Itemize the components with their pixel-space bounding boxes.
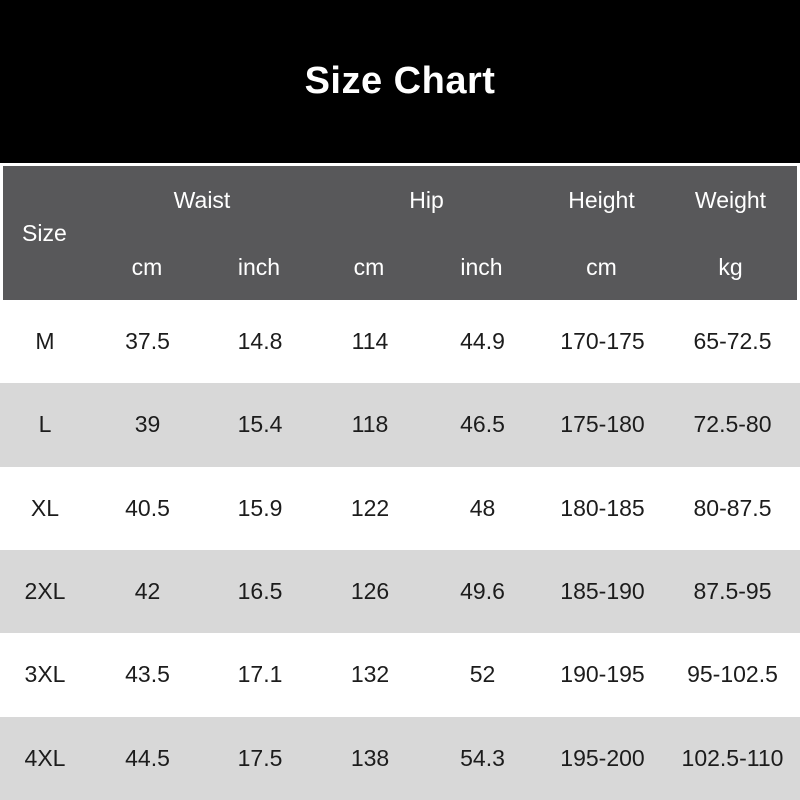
hip-inch: 54.3 xyxy=(460,744,505,771)
column-header-size: Size xyxy=(22,219,67,246)
height-cm: 180-185 xyxy=(560,494,645,521)
unit-weight-kg: kg xyxy=(718,253,743,280)
title-banner: Size Chart xyxy=(0,0,800,163)
hip-inch: 49.6 xyxy=(460,578,505,605)
table-row-l: L 39 15.4 118 46.5 175-180 72.5-80 xyxy=(0,383,800,467)
column-group-height: Height xyxy=(568,186,635,213)
unit-waist-inch: inch xyxy=(237,253,281,280)
hip-cm: 138 xyxy=(350,744,390,771)
table-row-3xl: 3XL 43.5 17.1 132 52 190-195 95-102.5 xyxy=(0,633,800,717)
waist-inch: 15.4 xyxy=(237,411,283,438)
hip-inch: 48 xyxy=(469,494,496,521)
hip-cm: 114 xyxy=(351,328,389,355)
unit-waist-cm: cm xyxy=(131,253,163,280)
table-body: M 37.5 14.8 114 44.9 170-175 65-72.5 L 3… xyxy=(0,300,800,800)
weight-kg: 87.5-95 xyxy=(693,578,772,605)
size-cell: 3XL xyxy=(24,661,66,688)
waist-inch: 16.5 xyxy=(237,578,283,605)
height-cm: 170-175 xyxy=(560,328,645,355)
hip-cm: 126 xyxy=(350,578,390,605)
weight-kg: 95-102.5 xyxy=(687,661,778,688)
waist-cm: 44.5 xyxy=(125,744,170,771)
waist-cm: 37.5 xyxy=(125,328,170,355)
size-cell: M xyxy=(35,328,55,355)
waist-cm: 43.5 xyxy=(125,661,170,688)
waist-cm: 42 xyxy=(134,578,161,605)
hip-cm: 118 xyxy=(351,411,389,438)
waist-inch: 14.8 xyxy=(237,328,283,355)
height-cm: 175-180 xyxy=(560,411,645,438)
weight-kg: 102.5-110 xyxy=(681,744,784,771)
table-row-2xl: 2XL 42 16.5 126 49.6 185-190 87.5-95 xyxy=(0,549,800,634)
hip-inch: 46.5 xyxy=(460,411,505,438)
size-cell: 2XL xyxy=(24,578,66,605)
table-row-4xl: 4XL 44.5 17.5 138 54.3 195-200 102.5-110 xyxy=(0,716,800,800)
column-group-waist: Waist xyxy=(173,186,231,213)
size-cell: XL xyxy=(30,494,60,521)
height-cm: 195-200 xyxy=(560,744,645,771)
hip-inch: 44.9 xyxy=(460,328,505,355)
waist-inch: 17.5 xyxy=(237,744,283,771)
column-group-hip: Hip xyxy=(409,186,444,213)
waist-inch: 17.1 xyxy=(237,661,283,688)
hip-inch: 52 xyxy=(469,661,496,688)
height-cm: 190-195 xyxy=(560,661,645,688)
size-cell: 4XL xyxy=(24,744,66,771)
column-group-weight: Weight xyxy=(694,186,767,213)
size-cell: L xyxy=(38,411,52,438)
waist-cm: 39 xyxy=(134,411,161,438)
table-header: Size Waist Hip Height Weight cm inch cm … xyxy=(3,166,797,300)
unit-hip-cm: cm xyxy=(353,253,385,280)
weight-kg: 80-87.5 xyxy=(693,494,772,521)
table-row-m: M 37.5 14.8 114 44.9 170-175 65-72.5 xyxy=(0,300,800,384)
waist-inch: 15.9 xyxy=(237,494,283,521)
weight-kg: 65-72.5 xyxy=(693,328,772,355)
hip-cm: 122 xyxy=(350,494,390,521)
waist-cm: 40.5 xyxy=(125,494,170,521)
weight-kg: 72.5-80 xyxy=(693,411,772,438)
unit-hip-inch: inch xyxy=(460,253,503,280)
page-title: Size Chart xyxy=(304,60,496,102)
unit-height-cm: cm xyxy=(586,253,617,280)
table-row-xl: XL 40.5 15.9 122 48 180-185 80-87.5 xyxy=(0,466,800,550)
hip-cm: 132 xyxy=(350,661,390,688)
height-cm: 185-190 xyxy=(560,578,645,605)
